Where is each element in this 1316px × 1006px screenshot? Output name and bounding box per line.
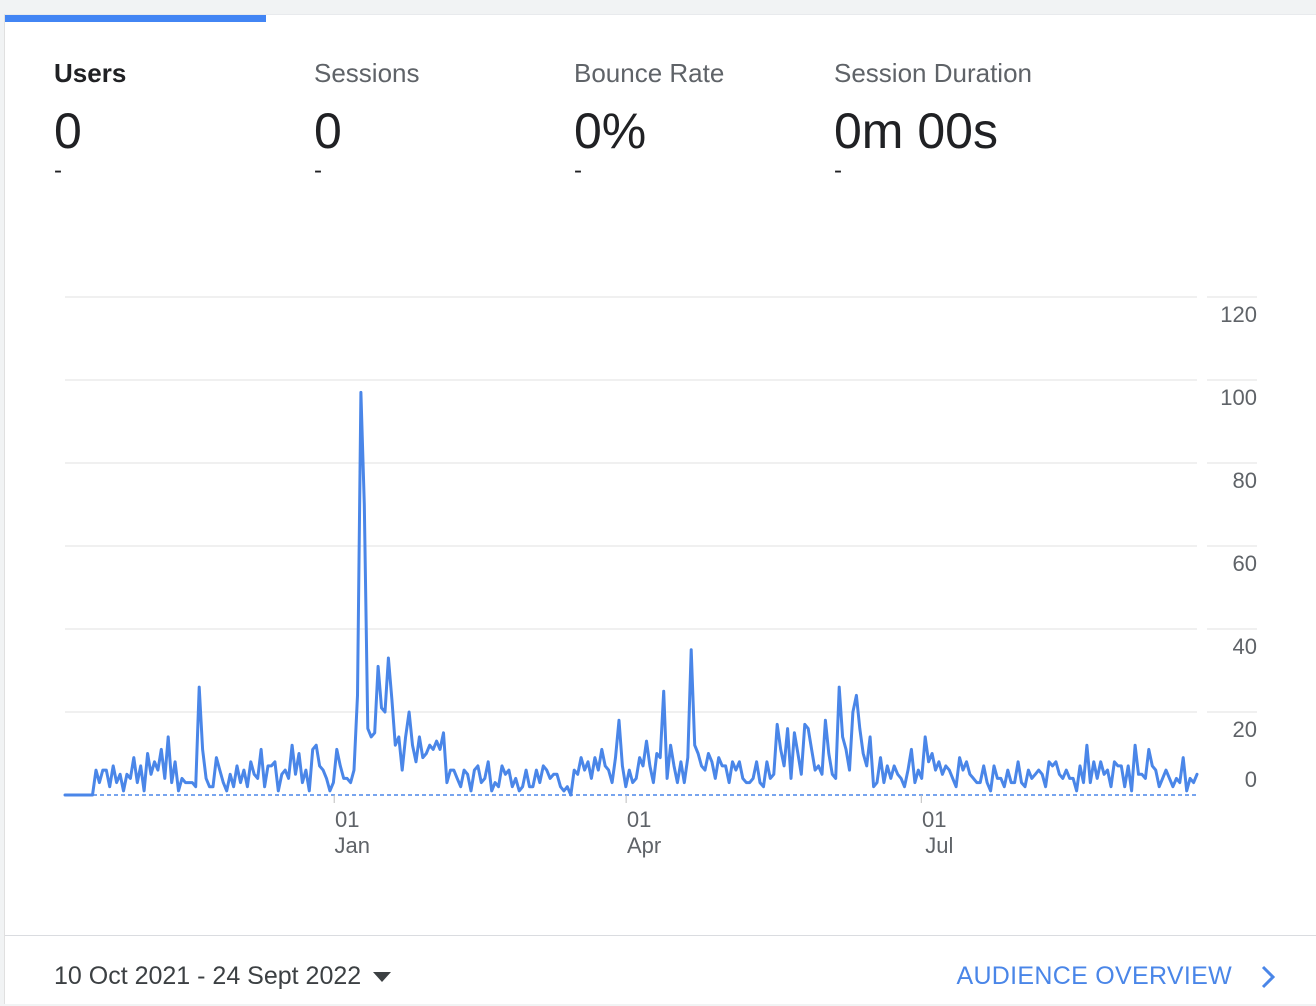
metric-label: Users	[54, 58, 127, 88]
y-tick-label: 20	[1233, 717, 1257, 742]
chart-grid	[65, 296, 1257, 796]
users-line-chart: 120 100 80 60 40 20 0 01 Jan 01 Apr 01 Jul	[5, 285, 1316, 905]
metric-label: Session Duration	[834, 58, 1032, 88]
x-tick-month: Jul	[925, 833, 953, 858]
card-footer: 10 Oct 2021 - 24 Sept 2022 AUDIENCE OVER…	[5, 935, 1316, 1006]
y-tick-label: 40	[1233, 634, 1257, 659]
x-tick-day: 01	[922, 807, 946, 832]
x-tick-month: Jan	[334, 833, 369, 858]
y-tick-label: 60	[1233, 551, 1257, 576]
y-tick-label: 120	[1220, 302, 1257, 327]
x-tick-month: Apr	[627, 833, 661, 858]
audience-overview-label: AUDIENCE OVERVIEW	[956, 962, 1232, 990]
audience-card: Users 0 - Sessions 0 - Bounce Rate 0% - …	[4, 14, 1316, 1004]
metric-value: 0m 00s	[834, 103, 998, 159]
active-tab-indicator	[5, 15, 266, 22]
metric-delta: -	[314, 157, 322, 184]
y-tick-label: 80	[1233, 468, 1257, 493]
metric-tab-users[interactable]: Users 0 -	[54, 55, 294, 215]
caret-down-icon	[373, 971, 392, 982]
metric-value: 0	[54, 103, 82, 159]
date-range-label: 10 Oct 2021 - 24 Sept 2022	[54, 962, 362, 990]
metric-delta: -	[54, 157, 62, 184]
chart-series	[63, 390, 1199, 797]
series-line-users	[63, 390, 1199, 797]
metric-label: Bounce Rate	[574, 58, 725, 88]
metric-tab-session-duration[interactable]: Session Duration 0m 00s -	[834, 55, 1074, 215]
metric-tab-sessions[interactable]: Sessions 0 -	[314, 55, 554, 215]
y-tick-label: 0	[1245, 767, 1257, 792]
y-tick-label: 100	[1220, 385, 1257, 410]
metric-value: 0%	[574, 103, 647, 159]
metric-label: Sessions	[314, 58, 420, 88]
metric-delta: -	[574, 157, 582, 184]
metric-tab-bounce-rate[interactable]: Bounce Rate 0% -	[574, 55, 814, 215]
y-axis-ticks: 120 100 80 60 40 20 0	[1220, 302, 1257, 792]
chevron-right-icon	[1260, 964, 1276, 990]
metrics-row: Users 0 - Sessions 0 - Bounce Rate 0% - …	[5, 15, 1316, 225]
metric-delta: -	[834, 157, 842, 184]
metric-value: 0	[314, 103, 342, 159]
date-range-selector[interactable]: 10 Oct 2021 - 24 Sept 2022	[54, 962, 392, 991]
audience-overview-link[interactable]: AUDIENCE OVERVIEW	[956, 962, 1276, 991]
x-tick-day: 01	[627, 807, 651, 832]
x-tick-day: 01	[335, 807, 359, 832]
